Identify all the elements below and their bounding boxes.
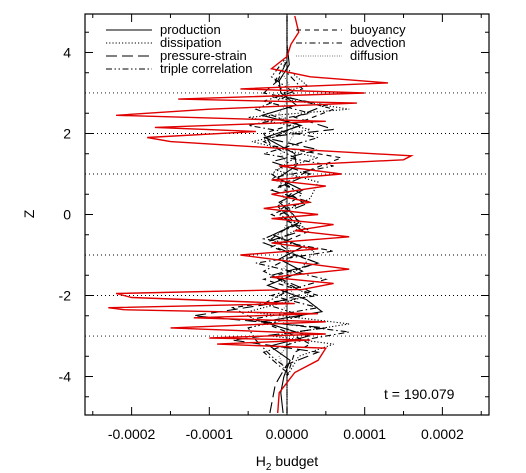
legend-label-advection: advection: [350, 35, 406, 50]
x-tick-label: 0.0001: [343, 426, 386, 442]
y-tick-label: 4: [63, 44, 71, 60]
x-axis-label-rest: budget: [271, 453, 318, 469]
y-axis-label: Z: [21, 209, 37, 218]
series-line-pressure-strain: [193, 16, 334, 414]
annotation-time: t = 190.079: [384, 386, 455, 402]
series-layer: [108, 15, 414, 414]
x-tick-label: -0.0002: [108, 426, 156, 442]
legend: productiondissipationpressure-straintrip…: [106, 22, 406, 76]
series-line-diffusion: [276, 16, 296, 413]
y-tick-label: -2: [59, 288, 72, 304]
axis-ticks: -0.0002 -0.0001 0.0000 0.0001 0.0002 -4 -2 0 2 4: [59, 14, 489, 442]
series-line-dissipation: [248, 16, 350, 413]
legend-label-pressure-strain: pressure-strain: [160, 48, 247, 63]
x-tick-label: -0.0001: [186, 426, 234, 442]
series-line-production: [260, 16, 324, 414]
y-tick-label: -4: [59, 369, 72, 385]
legend-label-buoyancy: buoyancy: [350, 22, 406, 37]
series-line-advection: [248, 16, 350, 413]
x-tick-label: 0.0000: [266, 426, 309, 442]
series-line-red: [108, 15, 414, 414]
legend-label-production: production: [160, 22, 221, 37]
legend-label-triple-correlation: triple correlation: [160, 61, 253, 76]
series-line-triple-correlation: [247, 16, 305, 413]
x-axis-label-sub: 2: [266, 462, 272, 473]
series-line-buoyancy: [230, 16, 344, 413]
y-tick-label: 0: [63, 207, 71, 223]
legend-label-dissipation: dissipation: [160, 35, 221, 50]
legend-label-diffusion: diffusion: [350, 48, 398, 63]
x-axis-label: H2 budget: [256, 453, 319, 473]
x-axis-label-main: H: [256, 453, 266, 469]
y-tick-label: 2: [63, 125, 71, 141]
x-tick-label: 0.0002: [421, 426, 464, 442]
